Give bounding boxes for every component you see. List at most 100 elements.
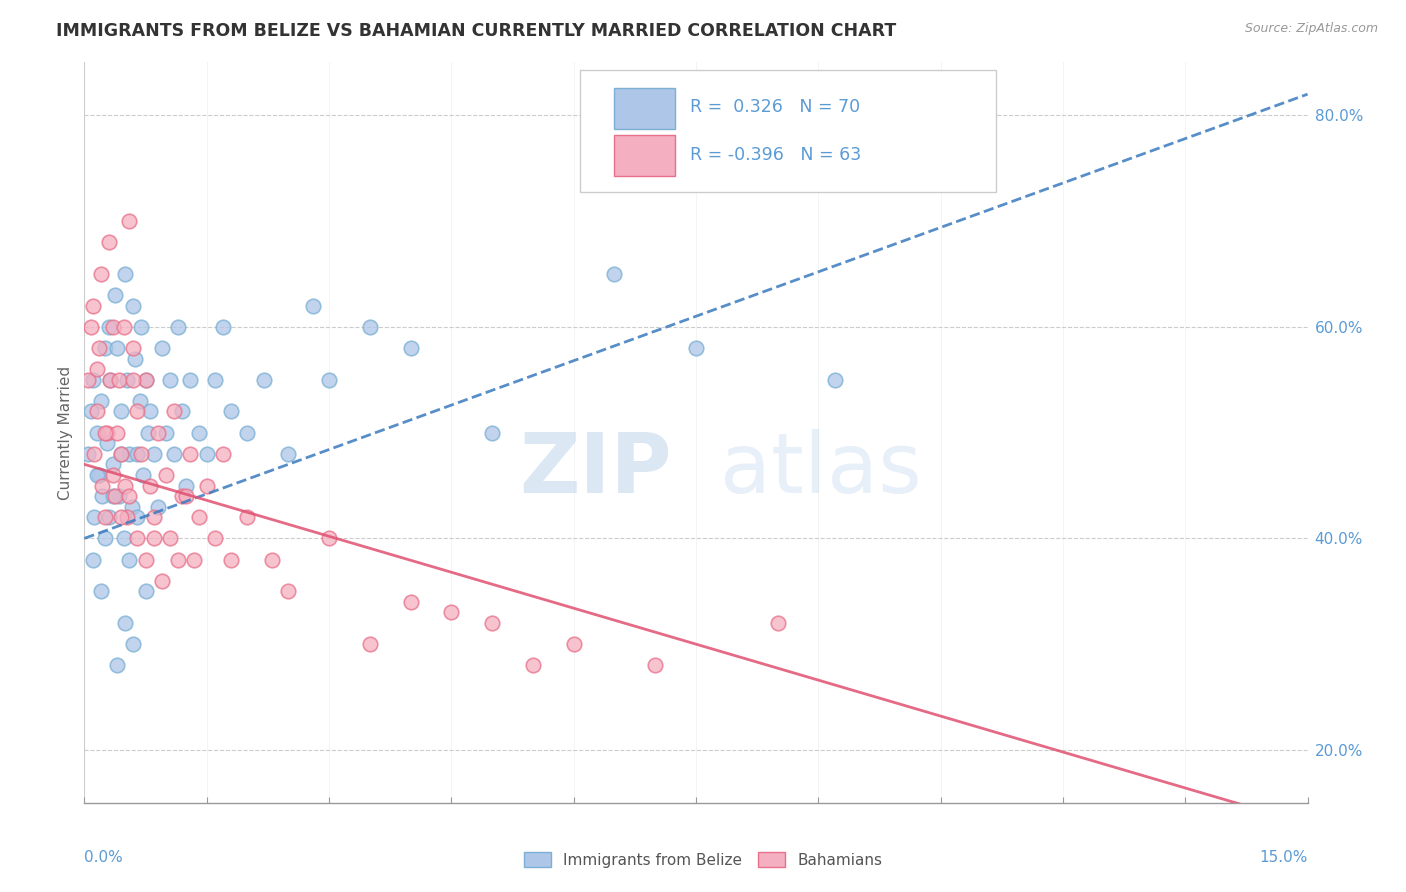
Point bbox=[96, 436, 118, 450]
Y-axis label: Currently Married: Currently Married bbox=[58, 366, 73, 500]
FancyBboxPatch shape bbox=[579, 70, 995, 192]
Point bbox=[105, 425, 128, 440]
Point bbox=[112, 319, 135, 334]
Point bbox=[204, 373, 226, 387]
Point bbox=[481, 425, 503, 440]
Point bbox=[127, 404, 149, 418]
Point bbox=[219, 552, 242, 566]
Point bbox=[135, 373, 157, 387]
Point bbox=[212, 447, 235, 461]
Text: atlas: atlas bbox=[720, 429, 922, 510]
Point bbox=[97, 319, 120, 334]
Point bbox=[128, 393, 150, 408]
Point bbox=[115, 373, 138, 387]
Point bbox=[131, 447, 153, 461]
Point bbox=[77, 373, 100, 387]
Point bbox=[253, 373, 276, 387]
Point bbox=[124, 351, 146, 366]
Point bbox=[766, 615, 789, 630]
Point bbox=[135, 552, 157, 566]
Point bbox=[135, 373, 157, 387]
Point bbox=[399, 595, 422, 609]
Point bbox=[83, 447, 105, 461]
Text: R =  0.326   N = 70: R = 0.326 N = 70 bbox=[690, 98, 860, 116]
Point bbox=[122, 373, 145, 387]
Point bbox=[204, 532, 226, 546]
Point bbox=[212, 319, 235, 334]
Point bbox=[87, 467, 110, 482]
Point bbox=[131, 319, 153, 334]
Point bbox=[104, 489, 127, 503]
Text: 0.0%: 0.0% bbox=[84, 850, 124, 865]
Point bbox=[91, 478, 114, 492]
Point bbox=[127, 532, 149, 546]
Point bbox=[318, 532, 340, 546]
Point bbox=[82, 552, 104, 566]
Point bbox=[277, 584, 299, 599]
Point bbox=[174, 478, 197, 492]
Point bbox=[86, 362, 108, 376]
Point bbox=[163, 447, 186, 461]
Point bbox=[187, 510, 209, 524]
Point bbox=[522, 658, 544, 673]
Point bbox=[359, 319, 381, 334]
Point bbox=[167, 552, 190, 566]
Point bbox=[159, 373, 181, 387]
Point bbox=[440, 606, 463, 620]
Point bbox=[82, 373, 104, 387]
Point bbox=[80, 319, 103, 334]
Point bbox=[90, 584, 112, 599]
Point bbox=[100, 373, 122, 387]
Point bbox=[179, 373, 201, 387]
Point bbox=[110, 404, 132, 418]
Point bbox=[122, 637, 145, 651]
Point bbox=[101, 458, 124, 472]
Point bbox=[481, 615, 503, 630]
Point bbox=[277, 447, 299, 461]
Point bbox=[127, 447, 149, 461]
Point bbox=[146, 425, 169, 440]
Point bbox=[399, 341, 422, 355]
Point bbox=[118, 489, 141, 503]
Point bbox=[101, 467, 124, 482]
Bar bbox=[614, 88, 675, 129]
Point bbox=[122, 299, 145, 313]
Point bbox=[86, 404, 108, 418]
Point bbox=[167, 319, 190, 334]
Point bbox=[142, 447, 165, 461]
Point bbox=[163, 404, 186, 418]
Point bbox=[135, 584, 157, 599]
Point bbox=[87, 341, 110, 355]
Point bbox=[101, 319, 124, 334]
Point bbox=[93, 341, 115, 355]
Point bbox=[86, 467, 108, 482]
Point bbox=[110, 447, 132, 461]
Point bbox=[150, 574, 173, 588]
Point bbox=[114, 478, 136, 492]
Legend: Immigrants from Belize, Bahamians: Immigrants from Belize, Bahamians bbox=[516, 844, 890, 875]
Point bbox=[114, 615, 136, 630]
Point bbox=[104, 288, 127, 302]
Point bbox=[121, 500, 143, 514]
Text: ZIP: ZIP bbox=[519, 429, 672, 510]
Text: Source: ZipAtlas.com: Source: ZipAtlas.com bbox=[1244, 22, 1378, 36]
Point bbox=[260, 552, 283, 566]
Point bbox=[118, 214, 141, 228]
Point bbox=[96, 425, 118, 440]
Point bbox=[187, 425, 209, 440]
Point bbox=[97, 235, 120, 250]
Text: R = -0.396   N = 63: R = -0.396 N = 63 bbox=[690, 146, 860, 164]
Bar bbox=[614, 135, 675, 176]
Point bbox=[90, 267, 112, 281]
Point bbox=[301, 299, 323, 313]
Point bbox=[107, 489, 129, 503]
Point bbox=[155, 425, 177, 440]
Point bbox=[136, 425, 159, 440]
Point bbox=[146, 500, 169, 514]
Point bbox=[359, 637, 381, 651]
Point bbox=[179, 447, 201, 461]
Point bbox=[127, 510, 149, 524]
Point bbox=[142, 532, 165, 546]
Point bbox=[115, 510, 138, 524]
Point bbox=[132, 467, 155, 482]
